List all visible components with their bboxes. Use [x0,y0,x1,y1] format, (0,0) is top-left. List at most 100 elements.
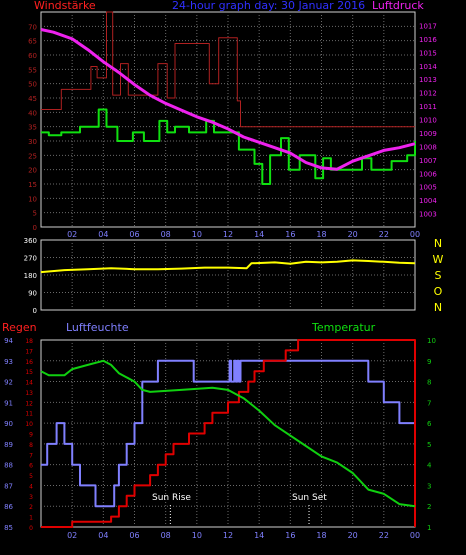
sun-rise-label: Sun Rise [152,493,191,503]
pressure-tick-label: 1013 [419,76,437,84]
humidity-tick-label: 90 [4,420,13,428]
humidity-line [41,359,415,508]
pressure-label: Luftdruck [372,0,424,12]
rain-tick-label: 2 [29,504,33,511]
rain-tick-label: 1 [29,515,33,522]
rain-line [41,339,416,528]
rain-tick-label: 13 [25,390,33,397]
rain-tick-label: 8 [29,442,33,449]
pressure-tick-label: 1004 [419,197,437,205]
pressure-tick-label: 1006 [419,170,437,178]
pressure-tick-label: 1017 [419,22,437,30]
rain-tick-label: 14 [25,380,33,387]
panel-1-x-tick-label: 08 [161,230,171,239]
pressure-line [40,28,416,171]
humidity-tick-label: 88 [4,462,13,470]
humidity-tick-label: 89 [4,441,13,449]
temperature-tick-label: 1 [427,524,431,532]
temperature-label: Temperatur [311,321,376,334]
wind-tick-label: 25 [28,152,37,160]
compass-label: N [434,237,442,250]
pressure-tick-label: 1003 [419,211,437,219]
wind-tick-label: 5 [33,210,37,218]
wind-tick-label: 20 [28,167,37,175]
direction-tick-label: 180 [24,272,37,280]
panel-3-x-tick-label: 18 [316,531,326,540]
compass-label: W [433,253,444,266]
panel-1-x-tick-label: 18 [316,230,326,239]
panel-1-x-tick-label: 22 [379,230,389,239]
pressure-tick-label: 1015 [419,49,437,57]
compass-label: S [435,269,442,282]
temperature-tick-label: 10 [427,337,436,345]
wind-tick-label: 0 [33,224,37,232]
direction-tick-label: 90 [28,290,37,298]
rain-tick-label: 11 [25,411,33,418]
humidity-tick-label: 87 [4,482,13,490]
wind-tick-label: 35 [28,124,37,132]
panel-1-x-tick-label: 20 [348,230,358,239]
wind-tick-label: 70 [28,23,37,31]
wind-tick-label: 15 [28,181,37,189]
rain-tick-label: 12 [25,400,33,407]
rain-tick-label: 3 [29,494,33,501]
humidity-tick-label: 85 [4,524,13,532]
wind-tick-label: 45 [28,95,37,103]
temperature-tick-label: 8 [427,379,431,387]
panel-3-x-tick-label: 10 [192,531,202,540]
rain-tick-label: 9 [29,432,33,439]
pressure-tick-label: 1012 [419,90,437,98]
pressure-tick-label: 1008 [419,143,437,151]
wind-tick-label: 50 [28,81,37,89]
panel-3-x-tick-label: 16 [285,531,295,540]
rain-tick-label: 18 [25,338,33,345]
pressure-tick-label: 1016 [419,36,437,44]
panel-1-x-tick-label: 12 [223,230,233,239]
compass-label: N [434,301,442,314]
humidity-tick-label: 94 [4,337,13,345]
temperature-tick-label: 3 [427,482,431,490]
humidity-tick-label: 93 [4,358,13,366]
rain-tick-label: 5 [29,473,33,480]
rain-tick-label: 6 [29,463,33,470]
humidity-tick-label: 92 [4,379,13,387]
sun-set-label: Sun Set [292,493,327,503]
pressure-tick-label: 1005 [419,184,437,192]
panel-1-x-tick-label: 02 [67,230,77,239]
temperature-tick-label: 7 [427,399,431,407]
rain-tick-label: 10 [25,421,33,428]
rain-tick-label: 15 [25,369,33,376]
wind-tick-label: 65 [28,38,37,46]
panel-3-x-tick-label: 22 [379,531,389,540]
temperature-tick-label: 4 [427,462,432,470]
wind-label: Windstärke [34,0,96,12]
direction-tick-label: 270 [24,255,37,263]
chart-title: 24-hour graph day: 30 Januar 2016 [172,0,365,12]
panel-1-x-tick-label: 16 [285,230,295,239]
humidity-label: Luftfeuchte [66,321,129,334]
compass-label: O [434,285,443,298]
direction-tick-label: 360 [24,237,37,245]
panel-3-x-tick-label: 20 [348,531,358,540]
panel-1-x-tick-label: 00 [410,230,420,239]
humidity-tick-label: 91 [4,399,13,407]
wind-direction-line [40,259,416,274]
pressure-tick-label: 1010 [419,117,437,125]
rain-tick-label: 16 [25,359,33,366]
panel-3-x-tick-label: 08 [161,531,171,540]
panel-3-x-tick-label: 14 [254,531,264,540]
panel-3-x-tick-label: 00 [410,531,420,540]
panel-1-x-tick-label: 04 [98,230,108,239]
panel-3-x-tick-label: 06 [129,531,139,540]
pressure-tick-label: 1009 [419,130,437,138]
temperature-tick-label: 5 [427,441,431,449]
panel-3-x-tick-label: 04 [98,531,108,540]
wind-tick-label: 30 [28,138,37,146]
pressure-tick-label: 1014 [419,63,437,71]
panel-3-x-tick-label: 02 [67,531,77,540]
panel-3-x-tick-label: 12 [223,531,233,540]
panel-1-x-tick-label: 10 [192,230,202,239]
wind-tick-label: 10 [28,195,37,203]
humidity-tick-label: 86 [4,503,13,511]
